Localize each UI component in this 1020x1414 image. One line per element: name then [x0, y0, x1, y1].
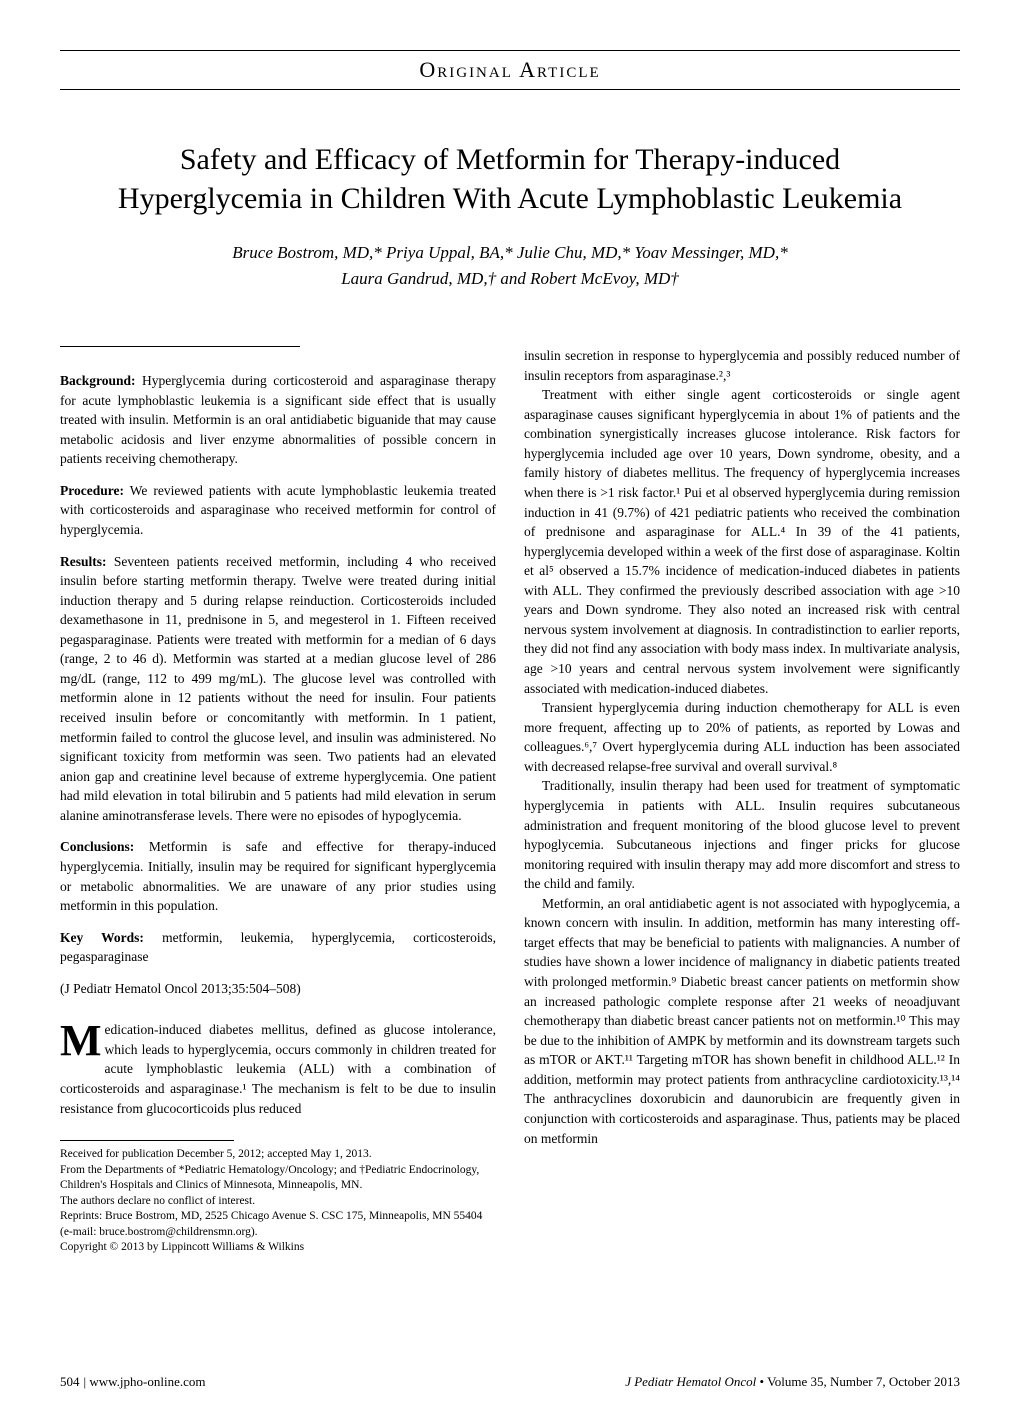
keywords-label: Key Words: [60, 930, 144, 945]
background-label: Background: [60, 373, 136, 388]
footnote-copyright: Copyright © 2013 by Lippincott Williams … [60, 1240, 496, 1256]
col2-para5: Metformin, an oral antidiabetic agent is… [524, 894, 960, 1148]
footer-right: J Pediatr Hematol Oncol • Volume 35, Num… [625, 1374, 960, 1390]
footer-journal: J Pediatr Hematol Oncol [625, 1374, 756, 1389]
footer-issue: • Volume 35, Number 7, October 2013 [760, 1374, 961, 1389]
journal-citation: (J Pediatr Hematol Oncol 2013;35:504–508… [60, 979, 496, 999]
article-title: Safety and Efficacy of Metformin for The… [60, 140, 960, 218]
keywords: Key Words: metformin, leukemia, hypergly… [60, 928, 496, 967]
col2-para2: Treatment with either single agent corti… [524, 385, 960, 698]
abstract-background: Background: Hyperglycemia during cortico… [60, 371, 496, 469]
footnote-reprints: Reprints: Bruce Bostrom, MD, 2525 Chicag… [60, 1209, 496, 1240]
conclusions-label: Conclusions: [60, 839, 134, 854]
abstract-procedure: Procedure: We reviewed patients with acu… [60, 481, 496, 540]
page-number: 504 [60, 1374, 80, 1390]
author-list: Bruce Bostrom, MD,* Priya Uppal, BA,* Ju… [60, 240, 960, 291]
col2-para4: Traditionally, insulin therapy had been … [524, 776, 960, 893]
footer-left: 504 | www.jpho-online.com [60, 1374, 206, 1390]
procedure-text: We reviewed patients with acute lymphobl… [60, 483, 496, 537]
results-label: Results: [60, 554, 107, 569]
page-footer: 504 | www.jpho-online.com J Pediatr Hema… [60, 1374, 960, 1390]
footnote-received: Received for publication December 5, 201… [60, 1147, 496, 1163]
authors-line-1: Bruce Bostrom, MD,* Priya Uppal, BA,* Ju… [60, 240, 960, 266]
footer-site: | www.jpho-online.com [84, 1374, 206, 1390]
two-column-layout: Background: Hyperglycemia during cortico… [60, 346, 960, 1256]
abstract-conclusions: Conclusions: Metformin is safe and effec… [60, 837, 496, 915]
footnote-divider [60, 1140, 234, 1141]
col2-para1: insulin secretion in response to hypergl… [524, 346, 960, 385]
col2-para3: Transient hyperglycemia during induction… [524, 698, 960, 776]
right-column: insulin secretion in response to hypergl… [524, 346, 960, 1256]
footnote-conflict: The authors declare no conflict of inter… [60, 1194, 496, 1210]
intro-paragraph: Medication-induced diabetes mellitus, de… [60, 1020, 496, 1118]
left-column: Background: Hyperglycemia during cortico… [60, 346, 496, 1256]
abstract-top-rule [60, 346, 300, 347]
results-text: Seventeen patients received metformin, i… [60, 554, 496, 823]
procedure-label: Procedure: [60, 483, 124, 498]
authors-line-2: Laura Gandrud, MD,† and Robert McEvoy, M… [60, 266, 960, 292]
section-header: Original Article [60, 50, 960, 90]
dropcap-letter: M [60, 1020, 105, 1059]
footnote-block: Received for publication December 5, 201… [60, 1147, 496, 1256]
abstract-results: Results: Seventeen patients received met… [60, 552, 496, 826]
intro-text: edication-induced diabetes mellitus, def… [60, 1022, 496, 1115]
footnote-from: From the Departments of *Pediatric Hemat… [60, 1163, 496, 1194]
